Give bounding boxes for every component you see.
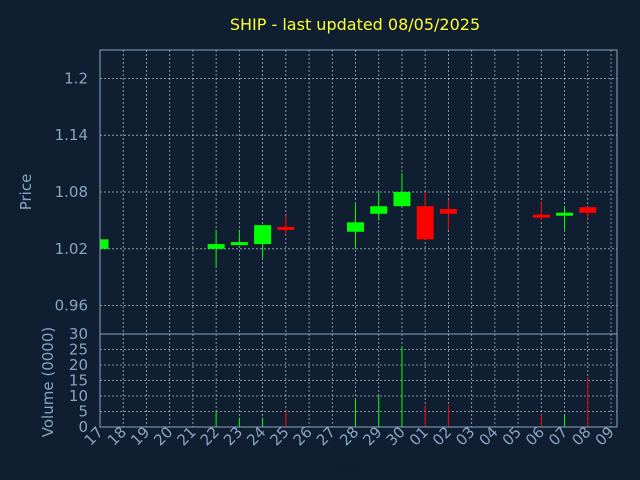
price-tick-label: 1.02 — [55, 240, 88, 258]
volume-panel-frame — [99, 333, 618, 428]
candle-body — [370, 206, 388, 214]
candle-body — [556, 212, 574, 216]
volume-layer — [215, 346, 589, 427]
price-axis: 1.2 1.14 1.08 1.02 0.96 — [55, 69, 88, 314]
volume-tick-label: 20 — [69, 356, 88, 374]
candle-body — [230, 242, 248, 246]
candle-body — [579, 207, 597, 213]
volume-tick-label: 10 — [69, 387, 88, 405]
x-axis-label: Day — [333, 458, 363, 476]
candle-body — [207, 244, 225, 249]
volume-tick-label: 30 — [69, 325, 88, 343]
chart-title: SHIP - last updated 08/05/2025 — [230, 15, 480, 34]
price-tick-label: 1.08 — [55, 183, 88, 201]
candle-layer — [99, 173, 597, 268]
price-tick-label: 1.14 — [55, 126, 88, 144]
grid-layer — [99, 50, 617, 428]
candle-body — [416, 206, 434, 240]
x-axis: 1718192021222324252627282930010203040506… — [81, 423, 618, 449]
volume-tick-label: 25 — [69, 341, 88, 359]
candle-body — [393, 192, 411, 207]
candle-body — [277, 226, 295, 230]
candle-body — [100, 239, 109, 249]
price-axis-label: Price — [17, 174, 35, 211]
volume-tick-label: 0 — [78, 418, 88, 436]
candle-body — [532, 214, 550, 218]
candle-body — [439, 209, 457, 214]
candle-body — [347, 222, 364, 232]
volume-tick-label: 5 — [78, 403, 88, 421]
volume-axis-label: Volume (0000) — [39, 327, 57, 437]
candle-body — [254, 225, 272, 245]
price-tick-label: 0.96 — [55, 297, 88, 315]
volume-tick-label: 15 — [69, 372, 88, 390]
price-tick-label: 1.2 — [64, 69, 88, 87]
